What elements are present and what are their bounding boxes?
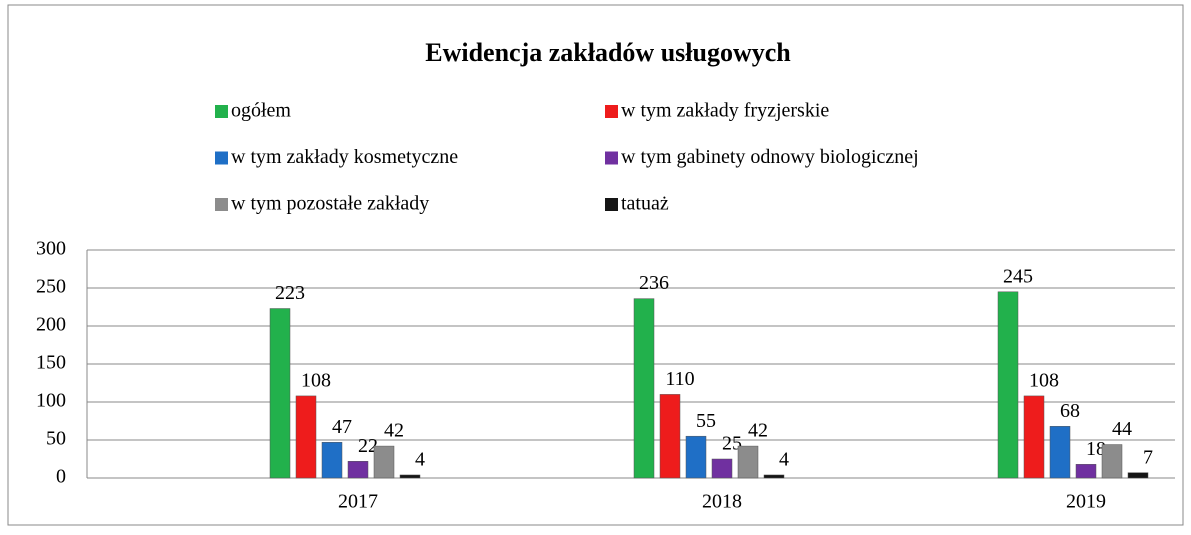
- legend-swatch: [215, 105, 228, 118]
- legend-label: tatuaż: [621, 193, 669, 215]
- bar: [347, 461, 369, 479]
- value-label: 245: [1003, 265, 1033, 287]
- value-label: 110: [665, 368, 694, 390]
- value-label: 22: [358, 435, 378, 457]
- legend-label: w tym pozostałe zakłady: [231, 193, 429, 215]
- value-label: 108: [301, 370, 331, 392]
- bar: [373, 445, 395, 479]
- legend-swatch: [605, 105, 618, 118]
- x-tick-label: 2019: [1066, 491, 1106, 513]
- bar: [1101, 444, 1123, 479]
- bar: [1023, 395, 1045, 479]
- value-label: 47: [332, 416, 352, 438]
- value-label: 44: [1112, 418, 1132, 440]
- legend-swatch: [605, 151, 618, 165]
- legend-label: w tym zakłady kosmetyczne: [231, 146, 458, 168]
- value-label: 18: [1086, 438, 1106, 460]
- legend-swatch: [605, 198, 618, 211]
- bar: [659, 394, 681, 479]
- value-label: 4: [415, 449, 425, 471]
- y-tick-label: 50: [46, 428, 66, 450]
- bar: [633, 298, 655, 479]
- bar: [737, 445, 759, 479]
- value-label: 4: [779, 449, 789, 471]
- y-tick-label: 250: [36, 276, 66, 298]
- value-label: 236: [639, 272, 669, 294]
- bar: [685, 435, 707, 479]
- bar: [711, 458, 733, 479]
- value-label: 55: [696, 410, 716, 432]
- bar: [295, 395, 317, 479]
- bar: [763, 474, 785, 479]
- x-tick-label: 2017: [338, 491, 378, 513]
- bar: [1075, 464, 1097, 479]
- chart-border: [7, 4, 1184, 526]
- legend-label: w tym zakłady fryzjerskie: [621, 100, 829, 122]
- bar: [1127, 472, 1149, 479]
- value-label: 68: [1060, 400, 1080, 422]
- chart-title: Ewidencja zakładów usługowych: [425, 38, 791, 67]
- bar: [399, 474, 421, 479]
- value-label: 25: [722, 433, 742, 455]
- value-label: 223: [275, 282, 305, 304]
- legend-swatch: [215, 198, 228, 211]
- bar: [269, 308, 291, 479]
- bar: [1049, 426, 1071, 479]
- x-tick-label: 2018: [702, 491, 742, 513]
- bar: [997, 291, 1019, 479]
- y-tick-label: 100: [36, 390, 66, 412]
- y-tick-label: 200: [36, 314, 66, 336]
- value-label: 7: [1143, 446, 1153, 468]
- value-label: 42: [384, 420, 404, 442]
- value-label: 42: [748, 420, 768, 442]
- value-label: 108: [1029, 370, 1059, 392]
- legend-label: w tym gabinety odnowy biologicznej: [621, 146, 919, 168]
- y-tick-label: 300: [36, 238, 66, 260]
- bar: [321, 442, 343, 479]
- y-tick-label: 150: [36, 352, 66, 374]
- legend-swatch: [215, 151, 228, 165]
- y-tick-label: 0: [56, 466, 66, 488]
- legend-label: ogółem: [231, 100, 291, 122]
